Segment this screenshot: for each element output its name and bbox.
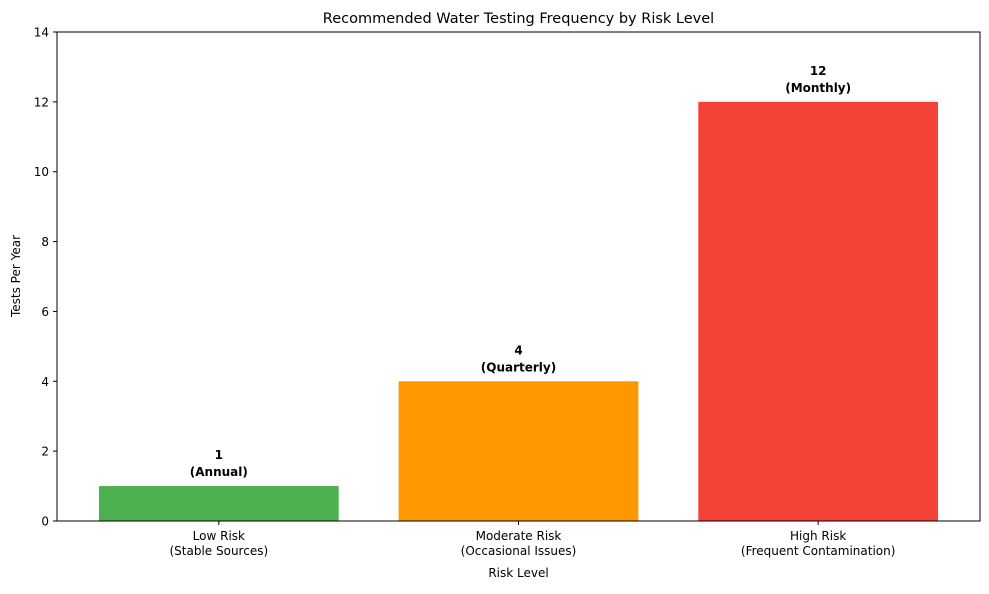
x-tick-label: Moderate Risk [476,529,562,543]
bar [98,486,339,521]
data-label: 4 [514,343,522,357]
x-tick-label: Low Risk [193,529,245,543]
y-tick-label: 2 [41,445,49,459]
data-label: (Monthly) [785,81,851,95]
data-label: 12 [810,64,827,78]
y-tick-label: 0 [41,515,49,529]
y-tick-label: 6 [41,305,49,319]
data-label: (Annual) [190,465,248,479]
y-tick-label: 12 [34,95,49,109]
bar [698,101,939,521]
x-tick-label: High Risk [790,529,846,543]
y-axis-label: Tests Per Year [9,235,23,318]
x-axis-label: Risk Level [488,566,548,580]
data-label: 1 [215,448,223,462]
data-label: (Quarterly) [481,360,556,374]
y-tick-label: 14 [34,26,49,40]
bar [398,381,639,521]
x-tick-label: (Occasional Issues) [461,544,577,558]
y-tick-label: 10 [34,165,49,179]
y-tick-label: 4 [41,375,49,389]
x-tick-label: (Stable Sources) [169,544,268,558]
y-tick-label: 8 [41,235,49,249]
chart-title: Recommended Water Testing Frequency by R… [323,11,714,27]
x-tick-label: (Frequent Contamination) [741,544,896,558]
